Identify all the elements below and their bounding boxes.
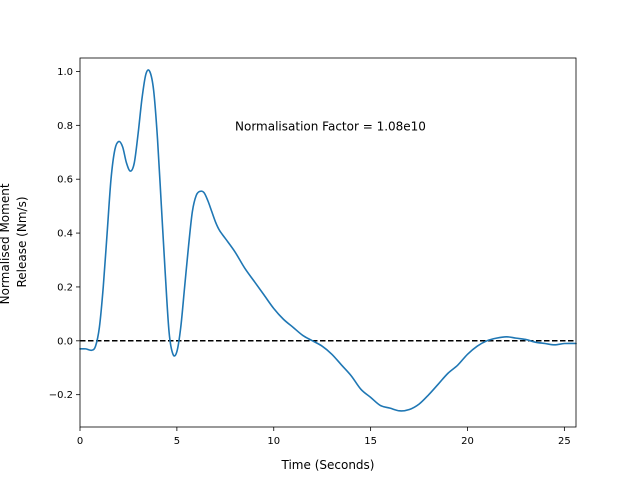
plot-frame	[79, 57, 577, 428]
y-tick-label: 0.8	[57, 121, 73, 132]
y-tick-label: 0.6	[57, 175, 73, 186]
annotation-text: Normalisation Factor = 1.08e10	[235, 119, 426, 133]
y-axis-label-line-2: Release (Nm/s)	[15, 196, 29, 287]
x-tick-label: 25	[558, 436, 571, 447]
x-axis-label: Time (Seconds)	[281, 458, 375, 472]
x-tick-label: 20	[461, 436, 474, 447]
series-line-0	[79, 69, 577, 412]
x-tick-label: 5	[174, 436, 180, 447]
y-axis-label-line-1: Normalised Moment	[0, 183, 12, 304]
y-axis-label: Normalised Moment Release (Nm/s)	[0, 180, 29, 305]
x-tick-label: 15	[364, 436, 377, 447]
y-tick-label: 0.2	[57, 282, 73, 293]
x-tick-label: 10	[267, 436, 280, 447]
y-tick-label: 1.0	[57, 67, 73, 78]
y-tick-label: 0.4	[57, 229, 73, 240]
y-tick-label: −0.2	[49, 390, 73, 401]
y-tick-label: 0.0	[57, 336, 73, 347]
x-tick-label: 0	[77, 436, 83, 447]
